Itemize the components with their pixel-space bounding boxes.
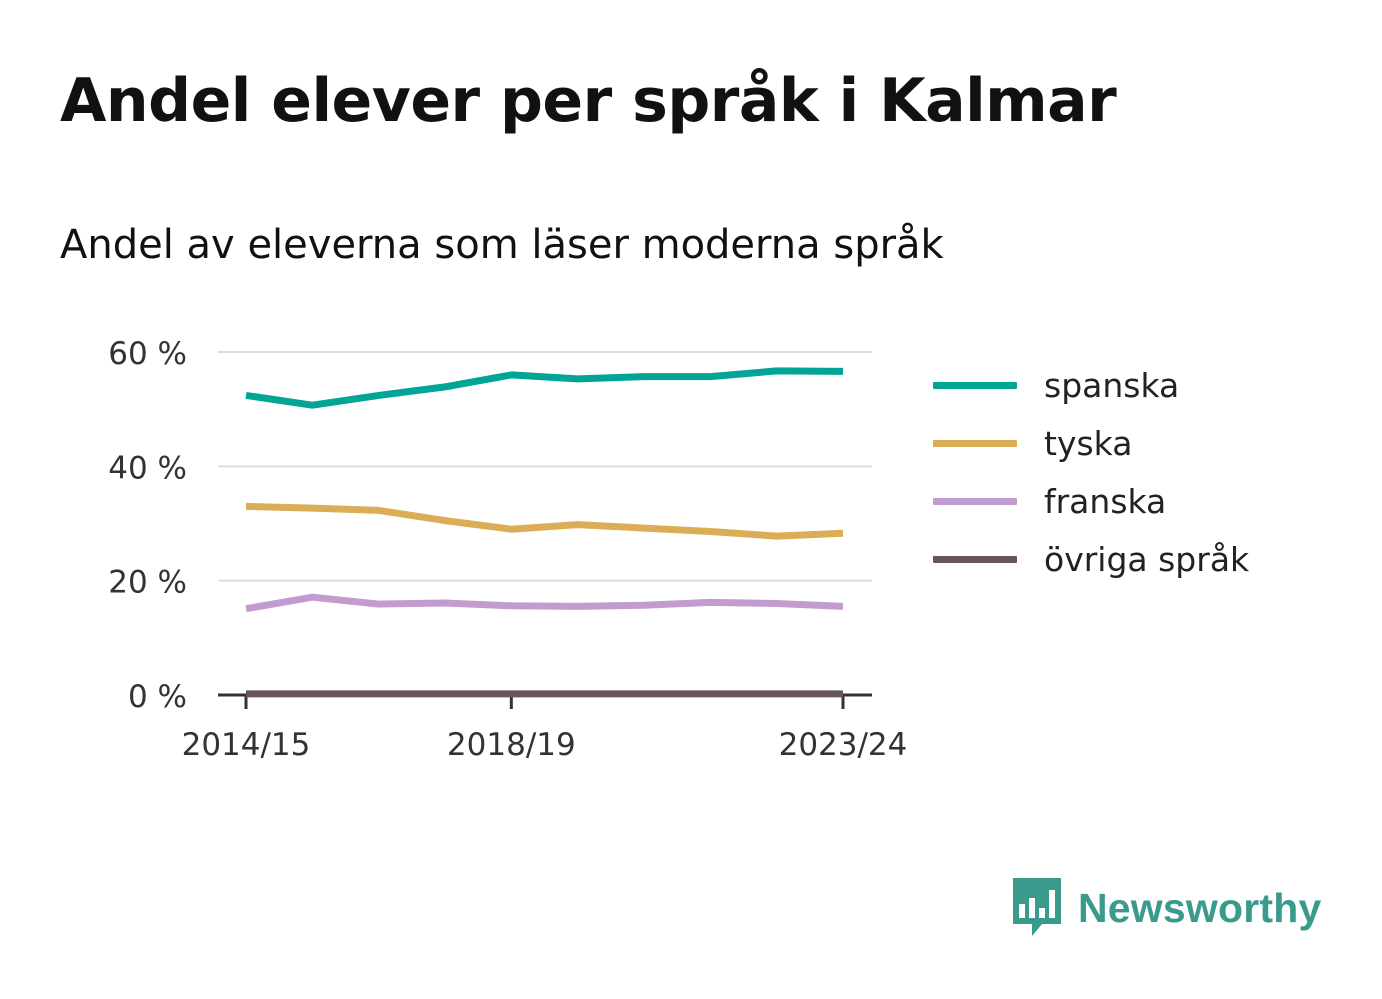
axes: 0 % 20 % 40 % 60 % 2014/15 2018/19 2023/24: [108, 336, 907, 763]
grid-lines: [218, 352, 872, 581]
x-tick-label: 2023/24: [779, 727, 908, 763]
series-line-1: [246, 371, 843, 405]
y-tick-label: 40 %: [108, 450, 187, 486]
brand-logo: Newsworthy: [1010, 878, 1322, 938]
legend-item: tyska: [933, 414, 1249, 472]
bar-chart-speech-bubble-icon: [1010, 878, 1064, 938]
legend-swatch: [933, 440, 1017, 447]
legend-swatch: [933, 556, 1017, 563]
legend-item: övriga språk: [933, 530, 1249, 588]
legend-label: tyska: [1044, 424, 1132, 463]
series-line-3: [246, 597, 843, 609]
x-tick-label: 2014/15: [182, 727, 311, 763]
x-tick-label: 2018/19: [447, 727, 576, 763]
legend-label: övriga språk: [1044, 540, 1249, 579]
legend-label: spanska: [1044, 366, 1179, 405]
legend-swatch: [933, 382, 1017, 389]
legend-label: franska: [1044, 482, 1166, 521]
y-tick-label: 0 %: [128, 679, 187, 715]
y-tick-label: 20 %: [108, 565, 187, 601]
legend-item: spanska: [933, 356, 1249, 414]
legend-item: franska: [933, 472, 1249, 530]
series-line-2: [246, 506, 843, 536]
y-tick-label: 60 %: [108, 336, 187, 372]
brand-name: Newsworthy: [1078, 885, 1322, 932]
series-lines: [246, 371, 843, 694]
legend: spanska tyska franska övriga språk: [933, 356, 1249, 588]
legend-swatch: [933, 498, 1017, 505]
